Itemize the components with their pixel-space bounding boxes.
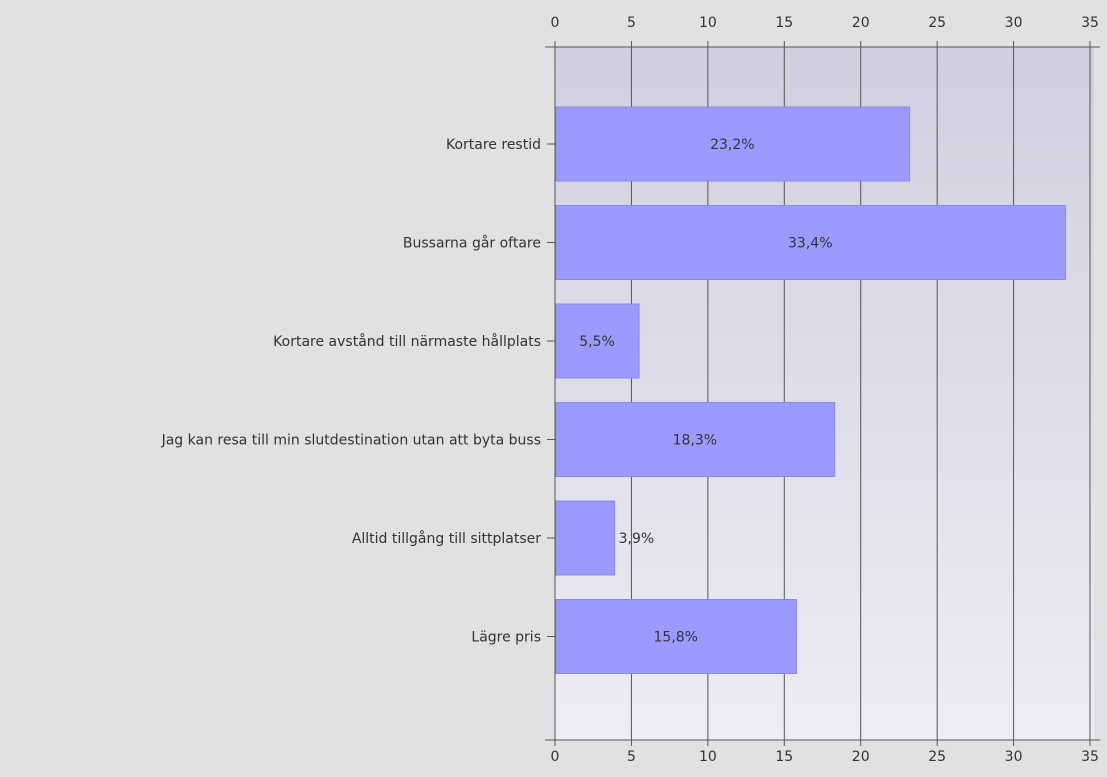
x-tick-label-top: 5 xyxy=(627,15,636,31)
bar xyxy=(555,106,911,182)
data-label: 15,8% xyxy=(654,630,698,646)
bars xyxy=(555,106,1067,674)
category-label: Jag kan resa till min slutdestination ut… xyxy=(161,433,541,449)
x-tick-label-bottom: 0 xyxy=(551,749,560,765)
axes xyxy=(545,41,1100,746)
bar xyxy=(555,500,616,576)
labels: 0 0 5 5 10 10 15 15 20 20 25 25 30 30 35 35 Kortare rest… xyxy=(161,15,1099,765)
x-tick-label-top: 35 xyxy=(1081,15,1099,31)
x-tick-label-bottom: 15 xyxy=(775,749,793,765)
bar xyxy=(555,402,836,477)
x-tick-label-bottom: 20 xyxy=(852,749,870,765)
data-label: 23,2% xyxy=(710,137,754,153)
x-tick-label-top: 25 xyxy=(928,15,946,31)
category-label: Alltid tillgång till sittplatser xyxy=(352,530,541,547)
category-label: Kortare avstånd till närmaste hållplats xyxy=(273,333,541,350)
data-label: 33,4% xyxy=(788,236,832,252)
x-tick-label-bottom: 35 xyxy=(1081,749,1099,765)
bar xyxy=(555,303,640,379)
x-tick-label-top: 0 xyxy=(551,15,560,31)
category-label: Lägre pris xyxy=(471,630,541,646)
x-tick-label-bottom: 30 xyxy=(1005,749,1023,765)
x-tick-label-top: 30 xyxy=(1005,15,1023,31)
bar xyxy=(555,599,798,674)
bar xyxy=(555,205,1067,280)
x-tick-label-top: 15 xyxy=(775,15,793,31)
x-tick-label-bottom: 10 xyxy=(699,749,717,765)
x-tick-label-top: 10 xyxy=(699,15,717,31)
data-label: 18,3% xyxy=(673,433,717,449)
data-label: 5,5% xyxy=(579,334,615,350)
category-label: Kortare restid xyxy=(446,137,541,153)
x-tick-label-bottom: 25 xyxy=(928,749,946,765)
x-tick-label-top: 20 xyxy=(852,15,870,31)
data-label: 3,9% xyxy=(619,531,655,547)
x-tick-label-bottom: 5 xyxy=(627,749,636,765)
category-label: Bussarna går oftare xyxy=(403,235,541,252)
